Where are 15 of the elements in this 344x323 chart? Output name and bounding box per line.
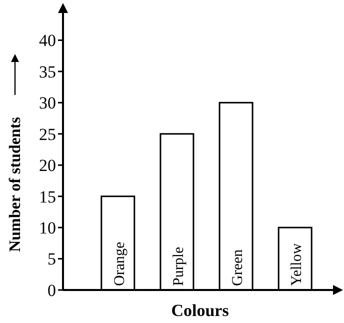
y-axis-title: Number of students: [7, 117, 24, 252]
y-tick-label: 15: [39, 187, 56, 206]
x-tick-label: Orange: [112, 242, 128, 286]
y-tick-label: 35: [39, 62, 56, 82]
y-tick-label: 25: [39, 124, 56, 144]
x-axis-title: Colours: [171, 301, 230, 320]
y-tick-label: 5: [48, 250, 56, 269]
x-tick-label: Yellow: [289, 243, 306, 286]
x-tick-label: Green: [230, 248, 246, 286]
y-tick-label: 30: [39, 94, 56, 113]
y-tick-label: 20: [39, 156, 56, 176]
y-tick-label: 40: [39, 31, 56, 50]
y-tick-label: 10: [39, 218, 56, 238]
y-tick-label: 0: [48, 280, 56, 300]
x-tick-label: Purple: [170, 246, 187, 286]
